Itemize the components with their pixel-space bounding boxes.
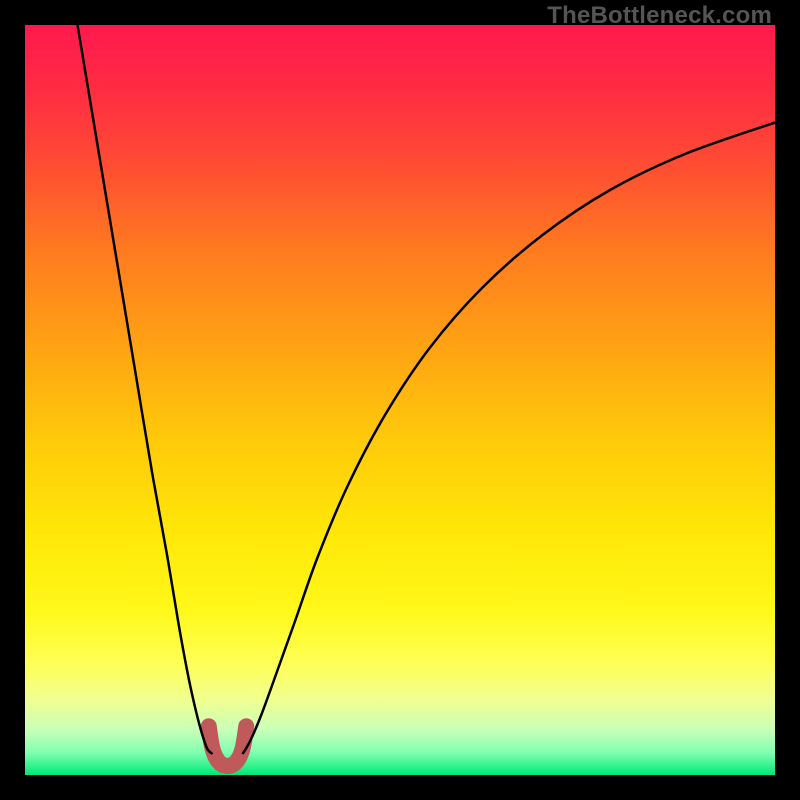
curve-right-branch xyxy=(243,123,776,755)
curve-layer xyxy=(25,25,775,775)
plot-area xyxy=(25,25,775,775)
chart-stage: TheBottleneck.com xyxy=(0,0,800,800)
curve-left-branch xyxy=(78,25,213,754)
trough-marker xyxy=(209,726,247,766)
watermark-text: TheBottleneck.com xyxy=(547,2,772,30)
